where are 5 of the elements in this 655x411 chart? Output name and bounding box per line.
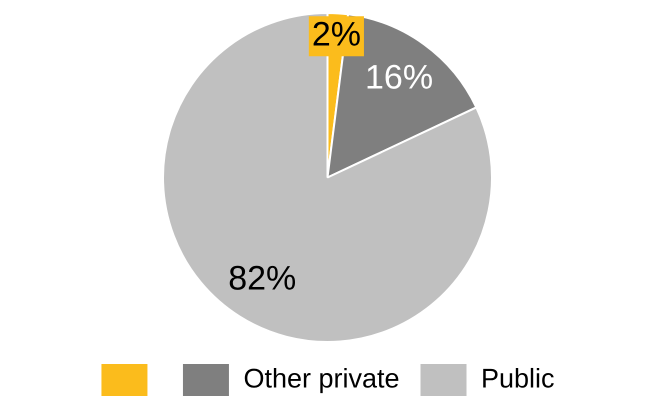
data-label: 82% <box>228 260 296 298</box>
data-label: 2% <box>312 16 361 54</box>
data-label: 16% <box>365 58 434 96</box>
legend-label: Other private <box>243 363 400 394</box>
legend-label: Public <box>481 363 555 394</box>
